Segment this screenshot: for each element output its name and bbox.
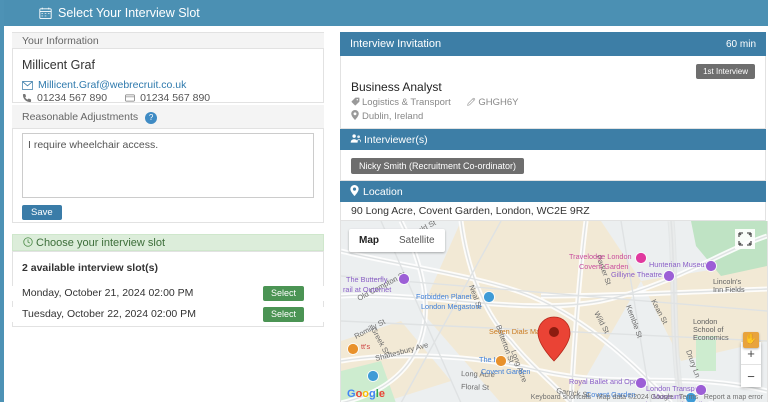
svg-text:tt's: tt's [361,342,370,351]
svg-text:Floral St: Floral St [461,382,490,392]
svg-text:Economics: Economics [693,333,729,342]
svg-text:London Megastore: London Megastore [421,302,482,311]
svg-text:Gilliyne Theatre: Gilliyne Theatre [611,270,662,279]
svg-text:Royal Ballet and Opera: Royal Ballet and Opera [569,377,645,386]
svg-text:Hunterian Museum: Hunterian Museum [649,260,711,269]
svg-text:rail at Outernet: rail at Outernet [343,285,391,294]
svg-text:Covent Garden: Covent Garden [481,367,531,376]
svg-text:Forbidden Planet: Forbidden Planet [416,292,472,301]
svg-text:The Butterfly: The Butterfly [346,275,388,284]
svg-text:Inn Fields: Inn Fields [713,285,745,294]
svg-text:Travelodge London: Travelodge London [569,252,632,261]
